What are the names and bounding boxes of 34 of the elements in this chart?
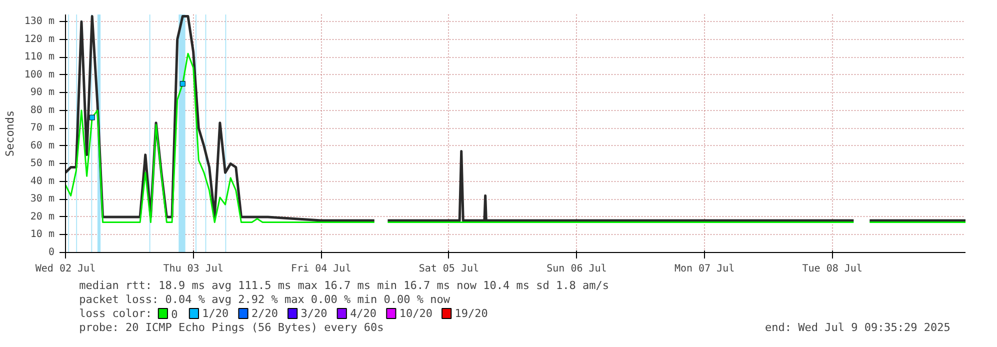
y-tick-label: 80 m (30, 104, 55, 116)
x-tick-label: Wed 02 Jul (35, 264, 96, 274)
text: packet loss: 0.04 % avg 2.92 % max 0.00 % min 0.00 % now (79, 293, 450, 306)
y-tick-label: 120 m (24, 34, 55, 45)
text: probe: 20 ICMP Echo Pings (56 Bytes) every 60s (79, 321, 384, 334)
y-tick-label: 0 (48, 247, 55, 258)
legend-label: 2/20 (251, 307, 278, 320)
text: median rtt: 18.9 ms avg 111.5 ms max 16.7 ms min 16.7 ms now 10.4 ms sd 1.8 am/s (79, 279, 609, 292)
y-tick-label: 100 m (24, 69, 55, 80)
legend-label: 0 (171, 308, 178, 321)
y-tick-label: 130 m (24, 16, 55, 28)
y-tick-label: 110 m (24, 52, 55, 63)
x-tick-label: Sat 05 Jul (418, 264, 480, 274)
text: end: Wed Jul 9 09:35:29 2025 (764, 321, 950, 334)
legend-title: loss color: (79, 307, 152, 320)
y-tick-label: 40 m (30, 176, 55, 187)
y-tick-label: 90 m (30, 87, 55, 98)
x-tick-label: Fri 04 Jul (291, 264, 352, 274)
y-tick-label: 60 m (30, 140, 55, 152)
x-tick-label: Mon 07 Jul (674, 264, 735, 274)
x-tick-label: Tue 08 Jul (802, 264, 862, 274)
legend-label: 4/20 (350, 307, 377, 320)
y-tick-label: 10 m (30, 229, 55, 240)
legend-label: 19/20 (454, 307, 488, 320)
x-tick-label: Thu 03 Jul (163, 264, 224, 274)
legend-label: 3/20 (300, 307, 328, 320)
y-tick-label: 20 m (30, 211, 55, 222)
y-tick-label: 30 m (30, 194, 55, 205)
x-tick-label: Sun 06 Jul (546, 264, 607, 274)
y-axis-title: Seconds (3, 110, 16, 157)
legend-label: 1/20 (202, 307, 229, 320)
y-tick-label: 50 m (30, 158, 55, 170)
y-tick-label: 70 m (30, 122, 55, 134)
legend-label: 10/20 (399, 307, 432, 320)
